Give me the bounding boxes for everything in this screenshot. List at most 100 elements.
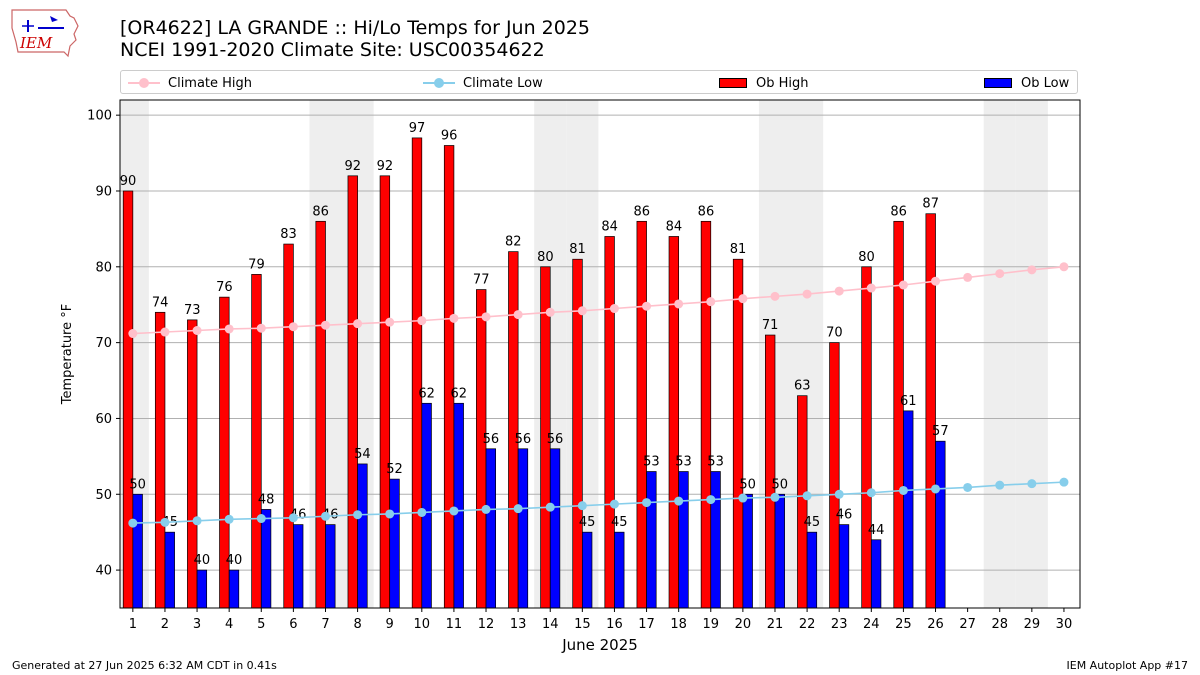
x-tick-label: 22: [799, 617, 816, 632]
y-tick-label: 100: [87, 109, 112, 124]
ob-low-label: 45: [804, 515, 821, 530]
climate-low-point: [320, 511, 330, 521]
climate-low-point: [160, 517, 170, 527]
x-tick-label: 3: [193, 617, 201, 632]
y-tick-label: 90: [95, 184, 112, 199]
x-tick-label: 2: [161, 617, 169, 632]
climate-low-point: [609, 499, 619, 509]
x-tick-label: 5: [257, 617, 265, 632]
ob-high-bar: [765, 334, 776, 609]
ob-high-label: 90: [120, 174, 137, 189]
generated-note: Generated at 27 Jun 2025 6:32 AM CDT in …: [12, 659, 277, 672]
legend: Climate High Climate Low Ob High Ob Low: [120, 70, 1078, 94]
climate-high-point: [642, 301, 652, 311]
ob-high-label: 97: [409, 121, 426, 136]
ob-low-bar: [325, 524, 336, 609]
plot-frame: [119, 99, 1081, 609]
climate-high-point: [224, 324, 234, 334]
ob-low-label: 44: [868, 523, 885, 538]
ob-high-bar: [893, 220, 904, 609]
weekend-shade: [1015, 100, 1048, 608]
ob-low-bar: [260, 509, 272, 609]
x-tick-label: 16: [606, 617, 623, 632]
ob-low-bar: [774, 493, 785, 609]
iem-logo: IEM: [11, 9, 79, 58]
x-tick-label: 21: [767, 617, 784, 632]
title-line-2: NCEI 1991-2020 Climate Site: USC00354622: [120, 39, 545, 61]
ob-high-bar: [476, 289, 487, 609]
ob-high-bar: [315, 220, 326, 609]
legend-item-climate-low: Climate Low: [423, 74, 543, 92]
ob-low-bar: [132, 493, 143, 609]
climate-high-point: [545, 307, 555, 317]
y-tick-label: 50: [95, 488, 112, 503]
ob-low-label: 62: [418, 386, 435, 401]
climate-high-point: [192, 325, 202, 335]
climate-low-point: [834, 489, 844, 499]
climate-high-point: [802, 289, 812, 299]
climate-low-point: [674, 496, 684, 506]
ob-high-bar: [604, 236, 615, 609]
climate-low-point: [224, 514, 234, 524]
ob-low-bar: [293, 524, 304, 609]
climate-low-point: [353, 510, 363, 520]
x-tick-label: 20: [735, 617, 752, 632]
climate-high-point: [1059, 262, 1069, 272]
title-line-1: [OR4622] LA GRANDE :: Hi/Lo Temps for Ju…: [120, 17, 591, 39]
climate-high-point: [931, 276, 941, 286]
climate-low-point: [995, 480, 1005, 490]
x-tick-label: 26: [927, 617, 944, 632]
x-tick-label: 1: [129, 617, 137, 632]
ob-high-bar: [668, 236, 680, 609]
ob-high-swatch: [719, 78, 747, 88]
legend-item-ob-high: Ob High: [719, 74, 809, 92]
ob-low-bar: [228, 569, 240, 609]
ob-high-bar: [154, 311, 166, 609]
x-tick-label: 4: [225, 617, 233, 632]
legend-item-climate-high: Climate High: [128, 74, 252, 92]
ob-high-bar: [732, 258, 744, 609]
ob-low-bar: [678, 471, 689, 609]
climate-low-line: [132, 481, 1064, 524]
ob-high-label: 70: [826, 326, 843, 341]
ob-low-bar: [742, 493, 753, 609]
ob-high-bar: [700, 220, 712, 609]
ob-low-bar: [710, 471, 721, 609]
ob-low-label: 40: [226, 553, 243, 568]
climate-low-point: [288, 513, 298, 523]
climate-low-point: [706, 495, 716, 505]
x-tick-label: 30: [1056, 617, 1073, 632]
ob-low-label: 56: [515, 432, 532, 447]
ob-high-bar: [861, 266, 872, 609]
ob-high-label: 92: [377, 159, 394, 174]
climate-high-point: [160, 327, 170, 337]
climate-high-point: [963, 272, 973, 282]
climate-high-point: [995, 269, 1005, 279]
ob-low-label: 56: [483, 432, 500, 447]
ob-low-label: 46: [836, 508, 853, 523]
ob-low-label: 62: [450, 386, 467, 401]
app-note: IEM Autoplot App #17: [1066, 659, 1189, 672]
ob-low-bar: [517, 448, 529, 609]
ob-high-label: 86: [312, 204, 329, 219]
y-tick-label: 80: [95, 260, 112, 275]
ob-low-bar: [646, 471, 657, 609]
climate-low-point: [449, 506, 459, 516]
ob-high-label: 84: [601, 219, 618, 234]
x-tick-label: 8: [353, 617, 361, 632]
y-tick-label: 60: [95, 412, 112, 427]
climate-low-point: [770, 492, 780, 502]
climate-low-point: [1059, 477, 1069, 487]
ob-high-label: 77: [473, 273, 490, 288]
ob-low-label: 61: [900, 394, 917, 409]
ob-high-label: 79: [248, 257, 265, 272]
ob-low-bar: [549, 448, 561, 609]
climate-low-point: [1027, 479, 1037, 489]
x-tick-label: 29: [1024, 617, 1041, 632]
climate-low-point: [417, 507, 427, 517]
y-tick-label: 40: [95, 564, 112, 579]
chart-title: [OR4622] LA GRANDE :: Hi/Lo Temps for Ju…: [120, 17, 590, 61]
iowa-outline-icon: [11, 9, 79, 58]
x-tick-label: 15: [574, 617, 591, 632]
